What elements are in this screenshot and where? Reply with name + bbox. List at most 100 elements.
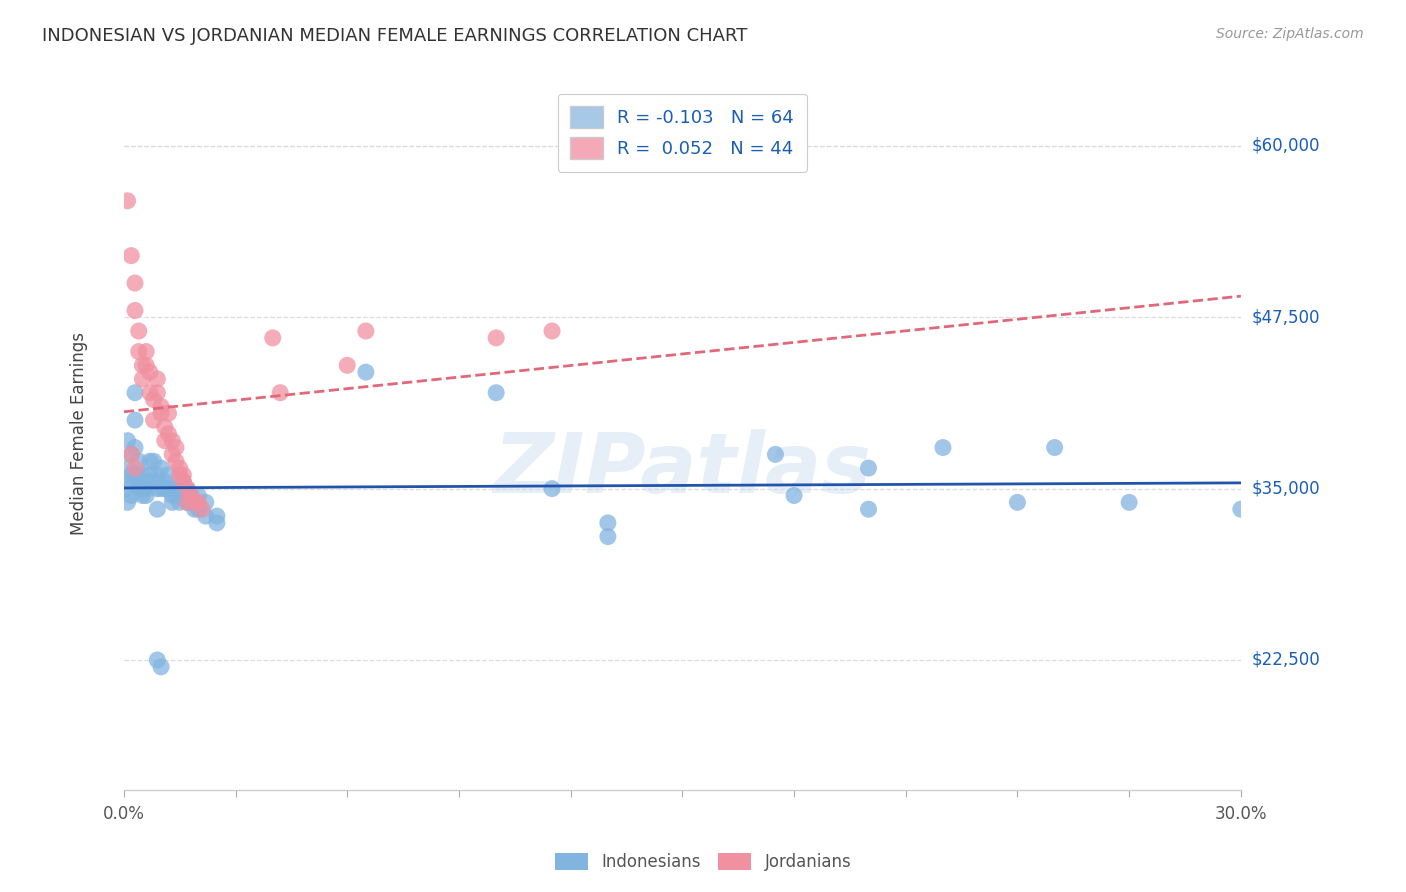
Point — [146, 467, 169, 482]
Point — [541, 482, 564, 496]
Point — [124, 303, 146, 318]
Point — [194, 509, 217, 524]
Point — [120, 488, 142, 502]
Point — [128, 467, 150, 482]
Point — [160, 434, 183, 448]
Point — [150, 660, 173, 674]
Point — [142, 454, 165, 468]
Point — [117, 495, 139, 509]
Point — [932, 441, 955, 455]
Point — [135, 344, 157, 359]
Point — [128, 344, 150, 359]
Point — [120, 475, 142, 489]
Point — [172, 482, 194, 496]
Point — [128, 482, 150, 496]
Point — [160, 447, 183, 461]
Point — [858, 461, 880, 475]
Point — [176, 495, 198, 509]
Point — [131, 359, 153, 373]
Point — [165, 482, 187, 496]
Point — [139, 365, 162, 379]
Point — [157, 426, 180, 441]
Point — [169, 461, 191, 475]
Point — [153, 420, 176, 434]
Point — [169, 482, 191, 496]
Point — [176, 482, 198, 496]
Point — [153, 475, 176, 489]
Text: Median Female Earnings: Median Female Earnings — [70, 333, 89, 535]
Point — [858, 502, 880, 516]
Point — [139, 467, 162, 482]
Point — [131, 467, 153, 482]
Point — [135, 482, 157, 496]
Legend: R = -0.103   N = 64, R =  0.052   N = 44: R = -0.103 N = 64, R = 0.052 N = 44 — [558, 94, 807, 172]
Text: $60,000: $60,000 — [1251, 137, 1320, 155]
Point — [135, 488, 157, 502]
Point — [165, 488, 187, 502]
Point — [142, 413, 165, 427]
Point — [169, 467, 191, 482]
Text: $22,500: $22,500 — [1251, 651, 1320, 669]
Point — [124, 467, 146, 482]
Point — [165, 441, 187, 455]
Point — [146, 385, 169, 400]
Point — [194, 495, 217, 509]
Point — [157, 406, 180, 420]
Text: ZIPatlas: ZIPatlas — [494, 429, 872, 510]
Point — [150, 400, 173, 414]
Point — [191, 502, 214, 516]
Point — [120, 467, 142, 482]
Point — [153, 482, 176, 496]
Point — [146, 502, 169, 516]
Point — [139, 385, 162, 400]
Point — [142, 475, 165, 489]
Point — [169, 495, 191, 509]
Point — [146, 372, 169, 386]
Point — [354, 365, 377, 379]
Point — [128, 475, 150, 489]
Text: $47,500: $47,500 — [1251, 309, 1320, 326]
Point — [150, 482, 173, 496]
Point — [124, 413, 146, 427]
Point — [157, 482, 180, 496]
Point — [183, 502, 205, 516]
Point — [269, 385, 291, 400]
Point — [124, 276, 146, 290]
Point — [205, 509, 228, 524]
Point — [1043, 441, 1066, 455]
Point — [1230, 502, 1253, 516]
Point — [146, 482, 169, 496]
Point — [117, 482, 139, 496]
Point — [485, 331, 508, 345]
Point — [180, 488, 202, 502]
Point — [120, 447, 142, 461]
Point — [354, 324, 377, 338]
Point — [262, 331, 284, 345]
Point — [596, 516, 619, 530]
Point — [120, 447, 142, 461]
Point — [336, 359, 359, 373]
Point — [157, 467, 180, 482]
Point — [160, 495, 183, 509]
Point — [160, 488, 183, 502]
Point — [187, 502, 209, 516]
Point — [117, 461, 139, 475]
Point — [142, 392, 165, 407]
Point — [172, 475, 194, 489]
Point — [205, 516, 228, 530]
Point — [541, 324, 564, 338]
Point — [596, 530, 619, 544]
Legend: Indonesians, Jordanians: Indonesians, Jordanians — [547, 845, 859, 880]
Point — [183, 495, 205, 509]
Point — [131, 482, 153, 496]
Text: Source: ZipAtlas.com: Source: ZipAtlas.com — [1216, 27, 1364, 41]
Point — [139, 475, 162, 489]
Point — [153, 434, 176, 448]
Point — [172, 467, 194, 482]
Point — [117, 434, 139, 448]
Point — [131, 488, 153, 502]
Point — [117, 194, 139, 208]
Point — [128, 324, 150, 338]
Point — [180, 495, 202, 509]
Point — [135, 359, 157, 373]
